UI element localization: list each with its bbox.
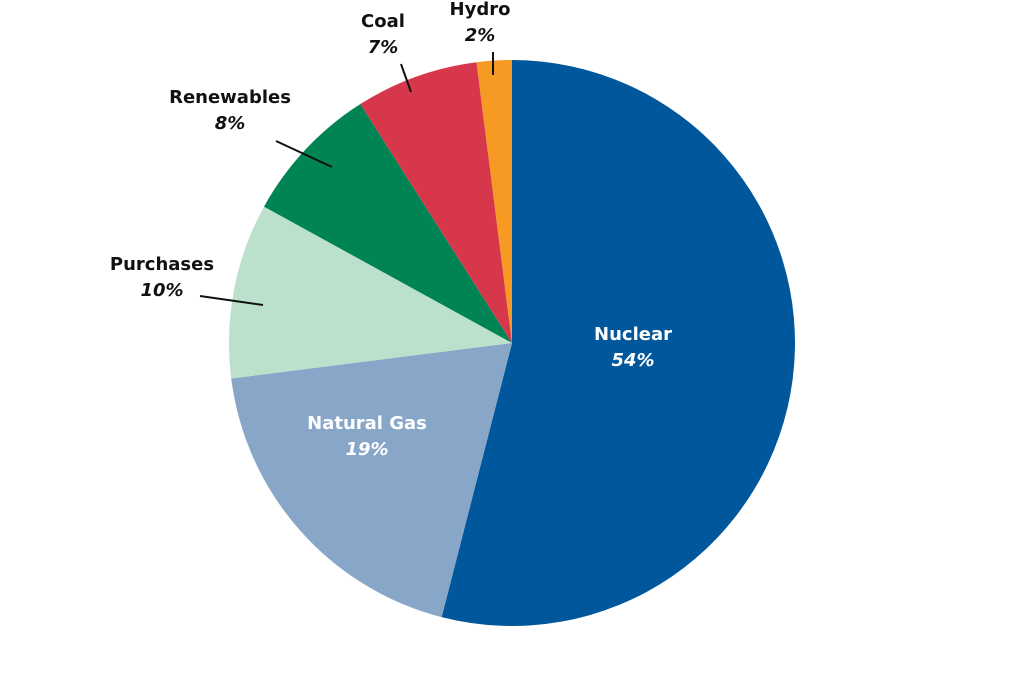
pie-slice-purchases — [228, 206, 512, 379]
slice-label-natural-gas: Natural Gas — [307, 413, 427, 434]
pie-slice-natural-gas — [231, 343, 513, 618]
leader-line-purchases — [199, 295, 264, 306]
pie-slice-nuclear — [441, 60, 795, 626]
leader-line-renewables — [275, 140, 333, 168]
pie-slices — [228, 60, 795, 626]
slice-value-coal: 7% — [368, 37, 399, 58]
slice-value-purchases: 10% — [140, 280, 183, 301]
slice-label-purchases: Purchases — [110, 254, 214, 275]
slice-label-hydro: Hydro — [450, 0, 511, 20]
slice-value-nuclear: 54% — [611, 350, 654, 371]
pie-labels: Nuclear 54% Natural Gas 19% Purchases 10% Rene… — [110, 0, 672, 460]
pie-leader-lines — [199, 52, 494, 306]
pie-slice-coal — [360, 62, 512, 343]
pie-slice-hydro — [476, 60, 512, 343]
leader-line-coal — [400, 63, 412, 93]
slice-label-renewables: Renewables — [169, 87, 291, 108]
slice-label-coal: Coal — [361, 11, 405, 32]
slice-value-renewables: 8% — [215, 113, 246, 134]
slice-label-nuclear: Nuclear — [594, 324, 672, 345]
slice-value-natural-gas: 19% — [345, 439, 388, 460]
slice-value-hydro: 2% — [465, 25, 496, 46]
